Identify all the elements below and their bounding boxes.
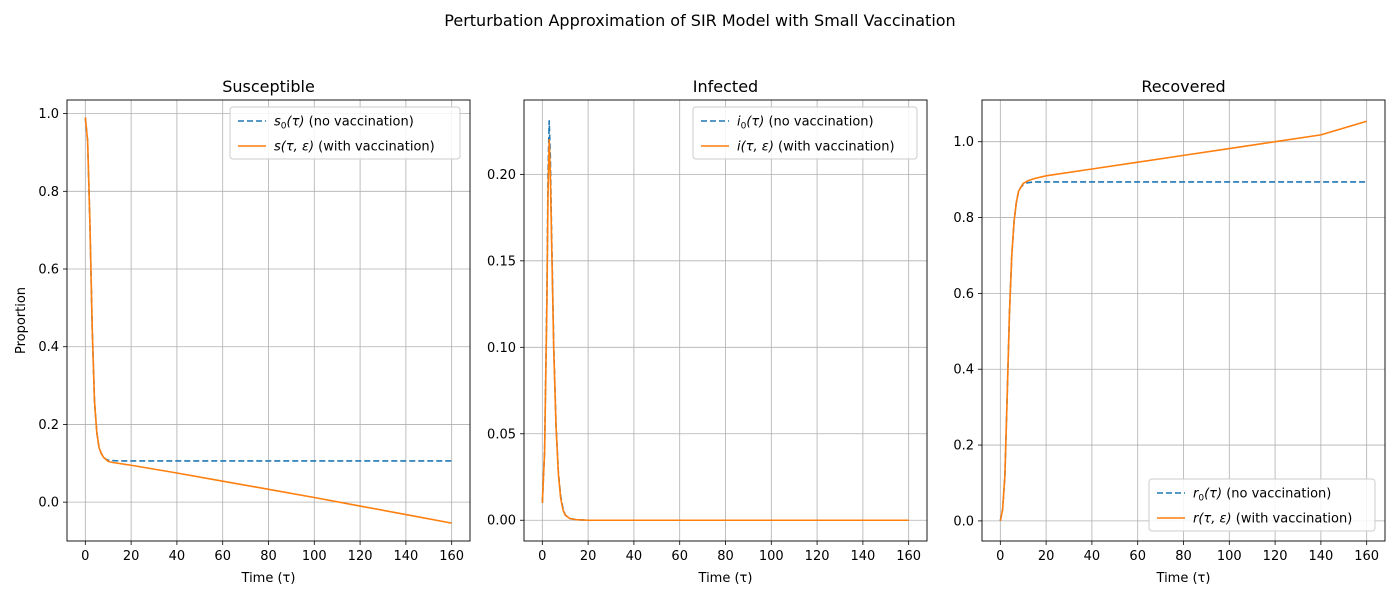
x-axis-label: Time (τ)	[241, 571, 296, 586]
legend-label-symbol: s	[274, 115, 281, 130]
legend-label-args: (τ)	[287, 115, 305, 130]
legend-label-symbol: s	[274, 140, 281, 155]
legend-label: s(τ, ε) (with vaccination)	[274, 140, 435, 155]
legend-label-text: (with vaccination)	[314, 140, 435, 155]
y-tick-label: 0.00	[487, 514, 516, 529]
legend-label-symbol: r	[1193, 487, 1200, 502]
y-tick-label: 1.0	[953, 135, 974, 150]
y-tick-label: 0.0	[953, 514, 974, 529]
x-tick-label: 100	[1217, 549, 1242, 564]
legend-label-subscript: 0	[741, 122, 747, 132]
y-tick-label: 0.6	[953, 287, 974, 302]
y-tick-label: 0.8	[953, 211, 974, 226]
legend-label-symbol: i	[737, 140, 741, 155]
y-tick-label: 0.2	[38, 418, 59, 433]
x-tick-label: 160	[896, 549, 921, 564]
x-axis-label: Time (τ)	[1156, 571, 1211, 586]
x-tick-label: 60	[1129, 549, 1146, 564]
y-tick-label: 0.0	[38, 496, 59, 511]
legend-label-subscript: 0	[281, 122, 287, 132]
legend-label-symbol: r	[1193, 512, 1200, 527]
x-tick-label: 160	[439, 549, 464, 564]
legend-label-text: (no vaccination)	[305, 115, 414, 130]
legend-label-args: (τ, ε)	[1198, 512, 1231, 527]
subplot-title: Recovered	[1141, 77, 1225, 96]
legend-label-args: (τ, ε)	[741, 140, 774, 155]
subplot-infected: 0 20 40 60 80 100 120 140 160 0.00 0.05 0.10 0.15 0.2…	[487, 77, 928, 586]
x-tick-label: 40	[169, 549, 186, 564]
series-line-with-vaccination	[541, 138, 909, 522]
x-tick-label: 20	[123, 549, 140, 564]
grid	[67, 100, 470, 541]
x-axis-label: Time (τ)	[698, 571, 753, 586]
legend-label: i(τ, ε) (with vaccination)	[737, 140, 895, 155]
x-tick-label: 40	[626, 549, 643, 564]
grid	[982, 100, 1385, 541]
grid	[524, 100, 927, 541]
x-tick-label: 140	[850, 549, 875, 564]
legend-box	[229, 106, 461, 160]
legend-box	[692, 106, 918, 160]
axes-frame	[523, 99, 928, 542]
series-line-with-vaccination	[999, 120, 1367, 522]
x-tick-label: 100	[759, 549, 784, 564]
legend-label-text: (with vaccination)	[1232, 512, 1353, 527]
subplot-title: Infected	[693, 77, 758, 96]
x-tick-label: 120	[348, 549, 373, 564]
legend-label-text: (with vaccination)	[774, 140, 895, 155]
x-tick-label: 80	[1175, 549, 1192, 564]
legend-label: r(τ, ε) (with vaccination)	[1193, 512, 1352, 527]
series-line-with-vaccination	[84, 117, 452, 524]
y-tick-label: 0.10	[487, 341, 516, 356]
x-tick-label: 120	[1263, 549, 1288, 564]
y-tick-label: 0.05	[487, 427, 516, 442]
legend-label-args: (τ)	[1204, 487, 1222, 502]
legend-label-args: (τ, ε)	[281, 140, 314, 155]
x-tick-label: 80	[717, 549, 734, 564]
x-tick-label: 80	[260, 549, 277, 564]
legend-label: r0(τ) (no vaccination)	[1193, 487, 1331, 504]
axes-frame	[66, 99, 471, 542]
x-tick-label: 0	[996, 549, 1004, 564]
y-tick-label: 0.6	[38, 263, 59, 278]
subplot-recovered: 0 20 40 60 80 100 120 140 160 0.0 0.2 0.4 0.6 0.8 1.0 R…	[953, 77, 1386, 586]
x-tick-label: 120	[805, 549, 830, 564]
x-tick-label: 0	[538, 549, 546, 564]
subplot-panels: 0 20 40 60 80 100 120 140 160 0.0 0.2 0.4 0.6 0.8 1.0 S…	[14, 77, 1386, 586]
x-tick-label: 60	[671, 549, 688, 564]
legend-box	[1148, 478, 1376, 532]
x-tick-label: 20	[1038, 549, 1055, 564]
y-tick-label: 0.4	[953, 363, 974, 378]
legend: s0(τ) (no vaccination)s(τ, ε) (with vacc…	[229, 106, 461, 160]
legend-label-subscript: 0	[1198, 494, 1204, 504]
subplot-title: Susceptible	[222, 77, 315, 96]
y-tick-label: 1.0	[38, 107, 59, 122]
x-tick-label: 0	[81, 549, 89, 564]
x-tick-label: 60	[214, 549, 231, 564]
x-tick-label: 140	[1308, 549, 1333, 564]
x-tick-label: 40	[1084, 549, 1101, 564]
y-tick-label: 0.20	[487, 168, 516, 183]
legend-label-text: (no vaccination)	[1222, 487, 1331, 502]
legend-label: s0(τ) (no vaccination)	[274, 115, 414, 132]
legend-label-text: (no vaccination)	[764, 115, 873, 130]
y-tick-label: 0.8	[38, 185, 59, 200]
legend: r0(τ) (no vaccination)r(τ, ε) (with vacc…	[1148, 478, 1376, 532]
legend-label-args: (τ)	[746, 115, 764, 130]
y-tick-label: 0.4	[38, 340, 59, 355]
x-tick-label: 20	[580, 549, 597, 564]
y-tick-label: 0.2	[953, 439, 974, 454]
legend-label: i0(τ) (no vaccination)	[737, 115, 874, 132]
subplot-susceptible: 0 20 40 60 80 100 120 140 160 0.0 0.2 0.4 0.6 0.8 1.0 S…	[14, 77, 471, 586]
legend-label-symbol: i	[737, 115, 741, 130]
y-axis-label: Proportion	[14, 287, 29, 354]
y-tick-label: 0.15	[487, 254, 516, 269]
axes-frame	[981, 99, 1386, 542]
x-tick-label: 100	[302, 549, 327, 564]
x-tick-label: 160	[1354, 549, 1379, 564]
legend: i0(τ) (no vaccination)i(τ, ε) (with vacc…	[692, 106, 918, 160]
x-tick-label: 140	[393, 549, 418, 564]
figure-suptitle: Perturbation Approximation of SIR Model …	[444, 11, 955, 30]
